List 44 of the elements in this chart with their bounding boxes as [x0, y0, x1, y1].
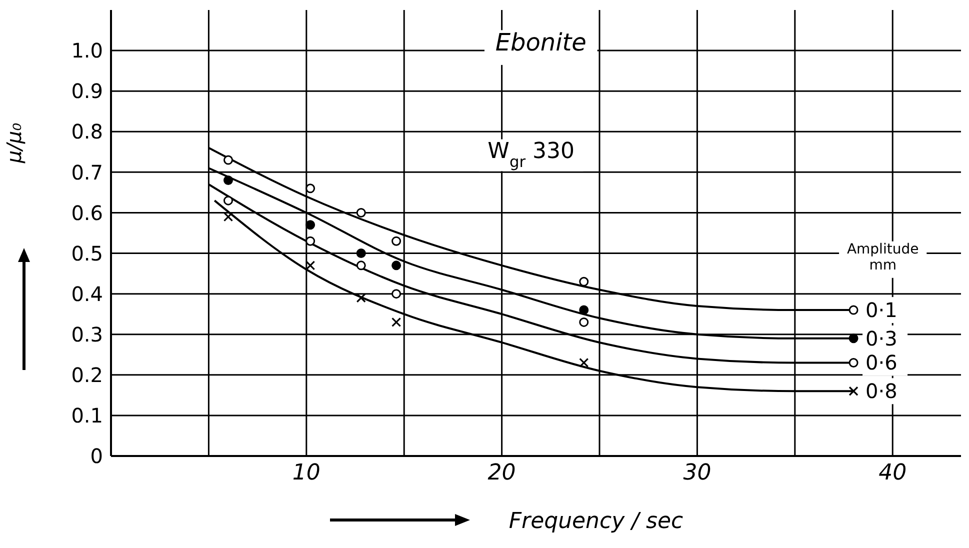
- y-axis-title: μ/μ₀: [2, 122, 26, 164]
- point: [223, 176, 233, 186]
- annotation: Amplitude: [846, 241, 919, 258]
- y-tick-label: 0.1: [71, 404, 103, 428]
- point: [579, 317, 589, 327]
- point: [356, 260, 366, 270]
- point: [306, 220, 316, 230]
- point: [356, 293, 366, 303]
- point: [392, 260, 402, 270]
- point: [223, 196, 233, 206]
- point: [579, 358, 589, 368]
- point: [579, 305, 589, 315]
- y-tick-label: 0.7: [71, 160, 103, 184]
- point: [392, 289, 402, 299]
- annotation: Ebonite: [495, 28, 586, 57]
- y-tick-label: 0.5: [71, 241, 103, 266]
- point: [306, 236, 316, 246]
- series-label: 0·8: [866, 379, 898, 404]
- y-tick-label: 0.8: [71, 120, 103, 144]
- y-tick-label: 0: [90, 444, 103, 468]
- point: [306, 260, 316, 270]
- x-axis-title: Frequency / sec: [508, 509, 684, 534]
- y-tick-label: 1.0: [71, 38, 103, 63]
- y-tick-label: 0.9: [71, 79, 103, 104]
- x-tick-label: 20: [488, 460, 516, 486]
- point: [306, 184, 316, 194]
- annotation: mm: [869, 257, 896, 274]
- point: [356, 248, 366, 258]
- point: [356, 208, 366, 218]
- series-label: 0·1: [866, 298, 898, 322]
- y-tick-label: 0.3: [71, 322, 103, 346]
- y-tick-label: 0.2: [71, 363, 103, 388]
- point: [392, 236, 402, 246]
- x-tick-label: 10: [292, 460, 320, 486]
- annotation: W$_{gr}$ 330: [488, 138, 575, 171]
- y-tick-label: 0.6: [71, 200, 103, 225]
- series-label: 0·3: [866, 326, 898, 350]
- point: [223, 155, 233, 165]
- x-tick-label: 40: [878, 460, 907, 486]
- x-tick-label: 30: [683, 460, 712, 486]
- point: [579, 276, 589, 286]
- series-label: 0·6: [866, 350, 898, 375]
- y-tick-label: 0.4: [71, 282, 103, 306]
- point: [391, 317, 402, 327]
